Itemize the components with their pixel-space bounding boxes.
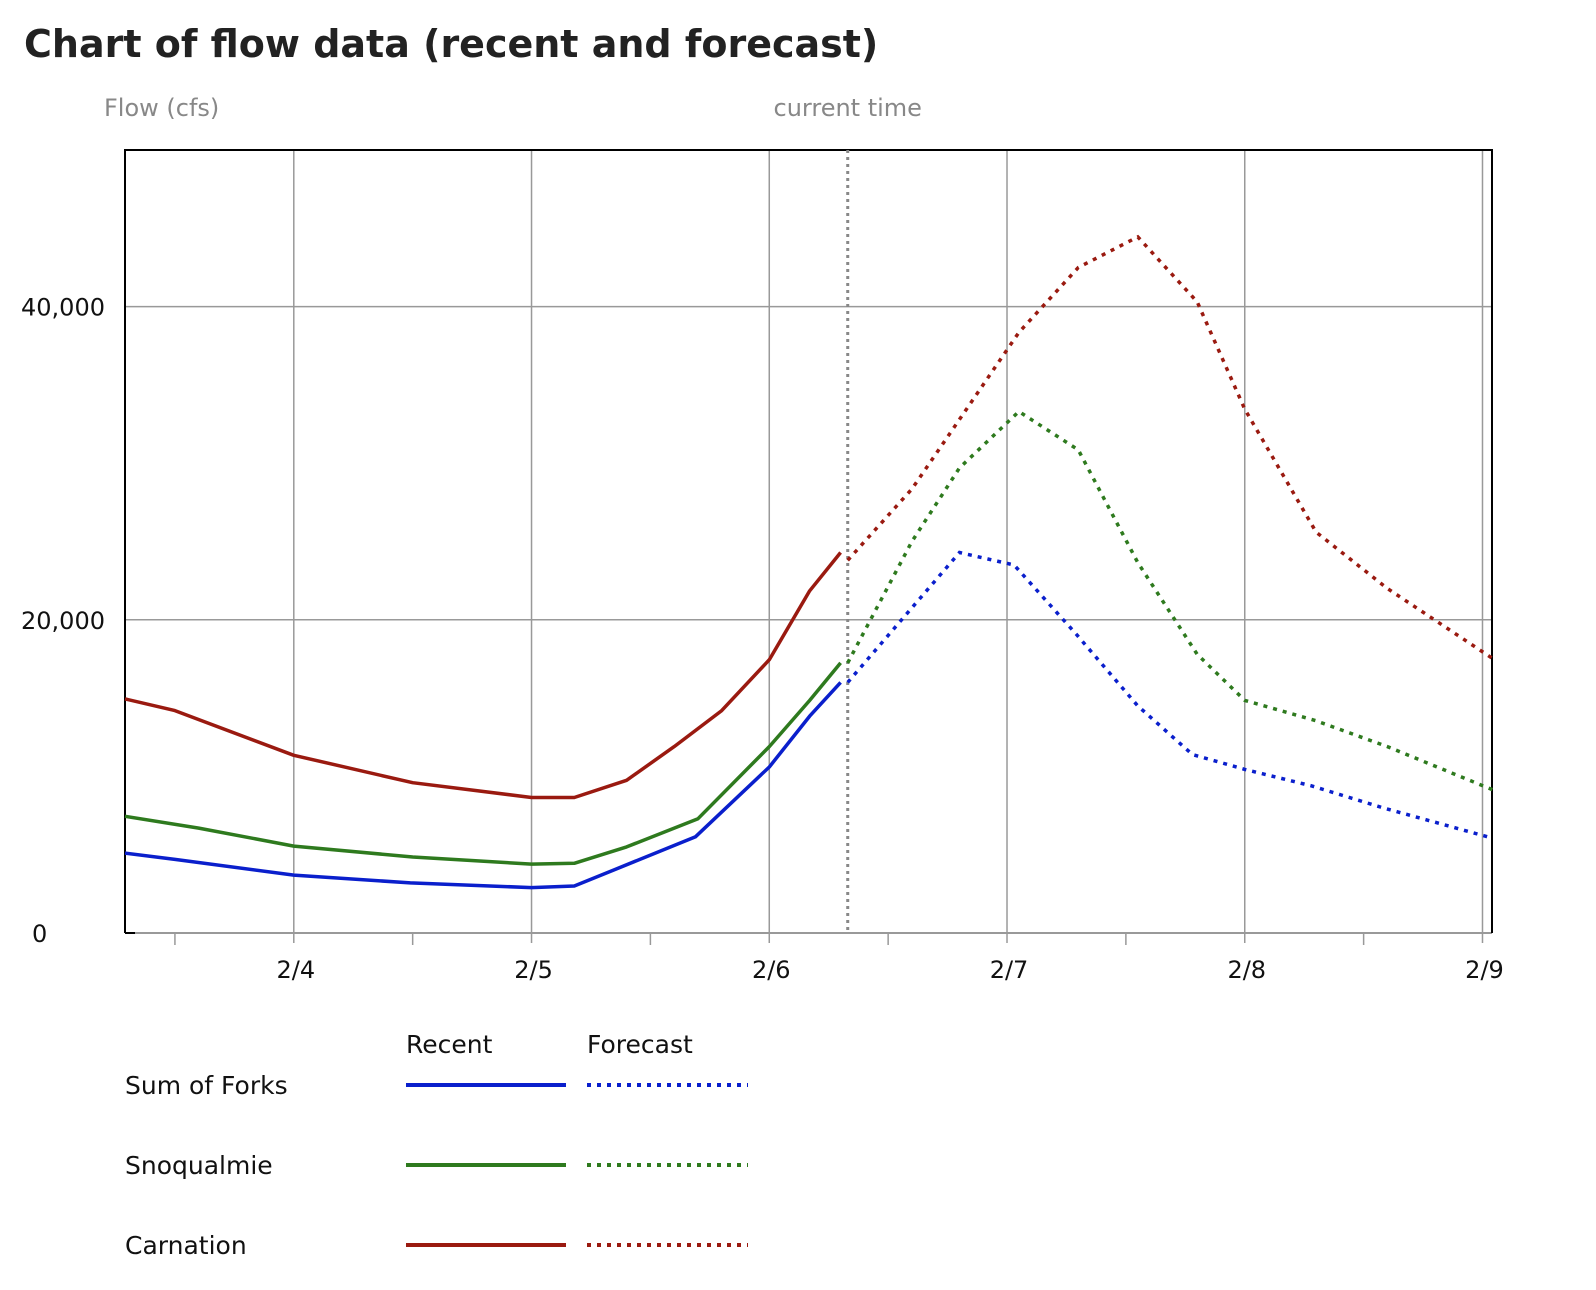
y-tick-label: 40,000: [21, 294, 105, 322]
x-tick-label: 2/4: [276, 956, 315, 984]
x-tick-label: 2/8: [1227, 956, 1266, 984]
legend-label-snoqualmie: Snoqualmie: [125, 1151, 273, 1180]
plot-frame: [124, 149, 1493, 933]
carnation-forecast-line: [846, 234, 1496, 662]
x-tick-label: 2/7: [990, 956, 1029, 984]
current-time-label: current time: [774, 94, 922, 122]
legend-label-carnation: Carnation: [125, 1231, 247, 1260]
x-tick-label: 2/9: [1465, 956, 1504, 984]
legend-recent-header: Recent: [406, 1030, 493, 1059]
sum-of-forks-recent-line: [124, 681, 842, 890]
snoqualmie-recent-line: [124, 661, 842, 866]
chart-title: Chart of flow data (recent and forecast): [24, 22, 879, 66]
x-tick-label: 2/5: [514, 956, 553, 984]
y-tick-label: 0: [32, 920, 47, 948]
y-axis-label: Flow (cfs): [104, 94, 219, 122]
legend-forecast-header: Forecast: [587, 1030, 693, 1059]
y-tick-label: 20,000: [21, 607, 105, 635]
x-tick-label: 2/6: [752, 956, 791, 984]
carnation-recent-line: [124, 551, 842, 800]
sum-of-forks-forecast-line: [846, 550, 1488, 839]
legend-label-sum-of-forks: Sum of Forks: [125, 1071, 288, 1100]
snoqualmie-forecast-line: [846, 409, 1496, 793]
